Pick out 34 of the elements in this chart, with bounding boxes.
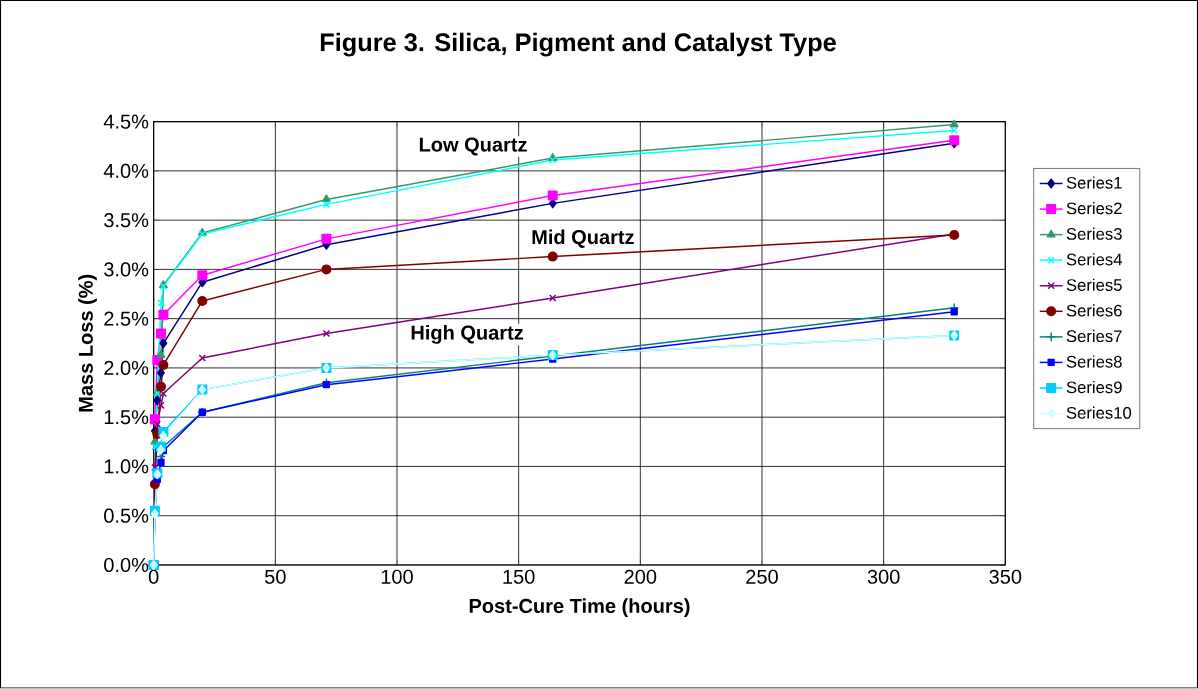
legend-label: Series3	[1066, 227, 1122, 241]
legend-label: Series6	[1066, 304, 1122, 317]
y-tick-label: 1.5%	[104, 410, 149, 425]
y-tick-label: 2.5%	[104, 311, 149, 326]
y-tick-label: 3.0%	[104, 262, 149, 277]
annotation: Mid Quartz	[532, 229, 634, 249]
annotation: High Quartz	[411, 325, 524, 345]
x-tick-label: 50	[264, 569, 286, 585]
x-tick-label: 250	[746, 569, 778, 585]
y-tick-label: 0.5%	[104, 508, 149, 523]
chart-title: Figure 3. Silica, Pigment and Catalyst Type	[320, 32, 836, 57]
legend-label: Series7	[1066, 330, 1122, 343]
legend-label: Series5	[1066, 278, 1122, 292]
x-tick-label: 0	[148, 569, 159, 585]
legend-label: Series2	[1066, 202, 1122, 215]
y-tick-label: 1.0%	[104, 459, 149, 474]
y-tick-label: 2.0%	[104, 361, 149, 376]
legend-label: Series9	[1066, 381, 1122, 394]
x-tick-label: 150	[503, 569, 535, 585]
annotation: Low Quartz	[419, 137, 527, 156]
x-tick-label: 300	[867, 569, 900, 585]
x-axis-title: Post-Cure Time (hours)	[469, 598, 690, 618]
x-tick-label: 350	[989, 569, 1022, 585]
legend-label: Series8	[1066, 355, 1122, 368]
x-tick-label: 200	[624, 569, 657, 585]
y-tick-label: 0.0%	[104, 558, 149, 573]
y-axis-title: Mass Loss (%)	[78, 275, 97, 412]
y-tick-label: 4.0%	[103, 164, 149, 179]
legend-label: Series10	[1066, 406, 1132, 419]
legend-label: Series1	[1066, 176, 1122, 189]
legend-label: Series4	[1066, 253, 1123, 266]
y-tick-label: 3.5%	[104, 213, 149, 228]
x-tick-label: 100	[381, 569, 413, 585]
y-tick-label: 4.5%	[103, 114, 149, 129]
